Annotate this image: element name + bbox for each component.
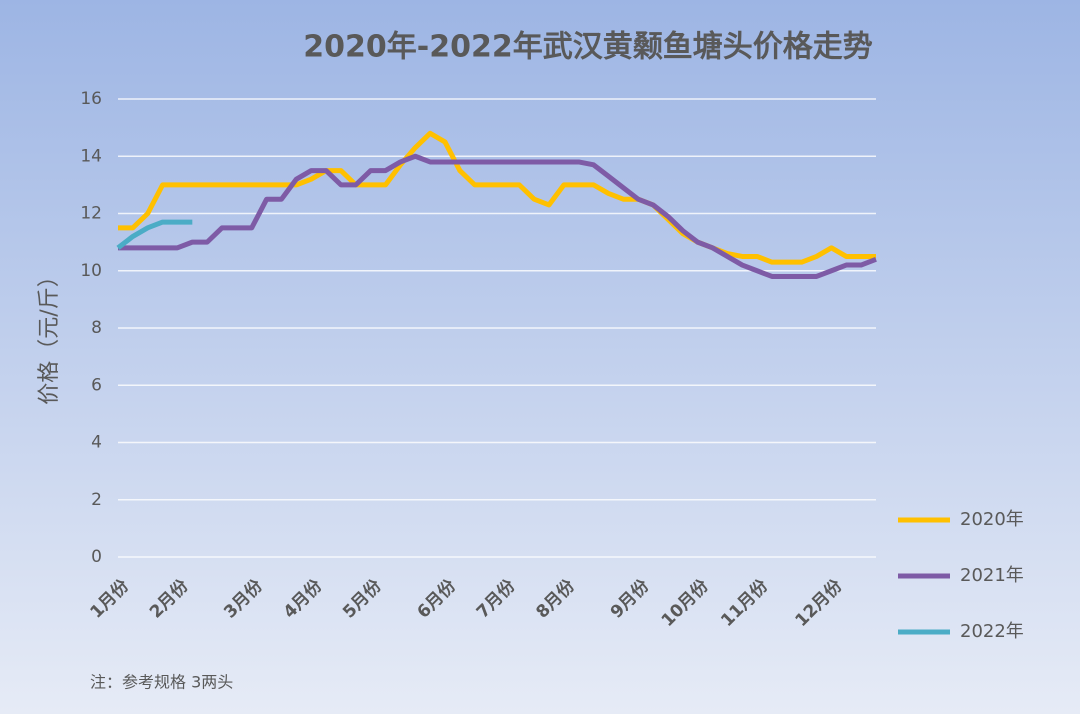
x-tick-label: 5月份 — [338, 575, 386, 623]
series-line — [118, 130, 876, 265]
legend-label: 2020年 — [960, 509, 1024, 530]
series-line — [116, 219, 193, 250]
x-tick-label: 2月份 — [145, 575, 193, 623]
x-tick-label: 3月份 — [220, 575, 268, 623]
y-tick-label: 6 — [91, 375, 102, 395]
x-tick-label: 6月份 — [413, 575, 461, 623]
y-tick-label: 4 — [91, 433, 102, 453]
y-tick-label: 12 — [80, 204, 102, 224]
x-tick-label: 9月份 — [606, 575, 654, 623]
x-tick-label: 1月份 — [86, 575, 134, 623]
y-tick-label: 10 — [80, 261, 102, 281]
legend-label: 2021年 — [960, 565, 1024, 586]
x-tick-label: 8月份 — [532, 575, 580, 623]
y-tick-label: 16 — [80, 89, 102, 109]
y-axis-label: 价格（元/斤） — [37, 265, 62, 404]
note: 注：参考规格 3两头 — [90, 673, 233, 692]
series-line — [118, 153, 877, 279]
y-tick-label: 0 — [91, 547, 102, 567]
x-tick-label: 11月份 — [717, 575, 773, 631]
y-tick-label: 14 — [80, 146, 102, 166]
legend-label: 2022年 — [960, 621, 1024, 642]
y-tick-label: 8 — [91, 318, 102, 338]
x-tick-label: 7月份 — [472, 575, 520, 623]
x-tick-label: 12月份 — [791, 575, 847, 631]
x-tick-label: 4月份 — [279, 575, 327, 623]
x-tick-label: 10月份 — [657, 575, 713, 631]
y-tick-label: 2 — [91, 490, 102, 510]
chart-title: 2020年-2022年武汉黄颡鱼塘头价格走势 — [303, 30, 872, 65]
